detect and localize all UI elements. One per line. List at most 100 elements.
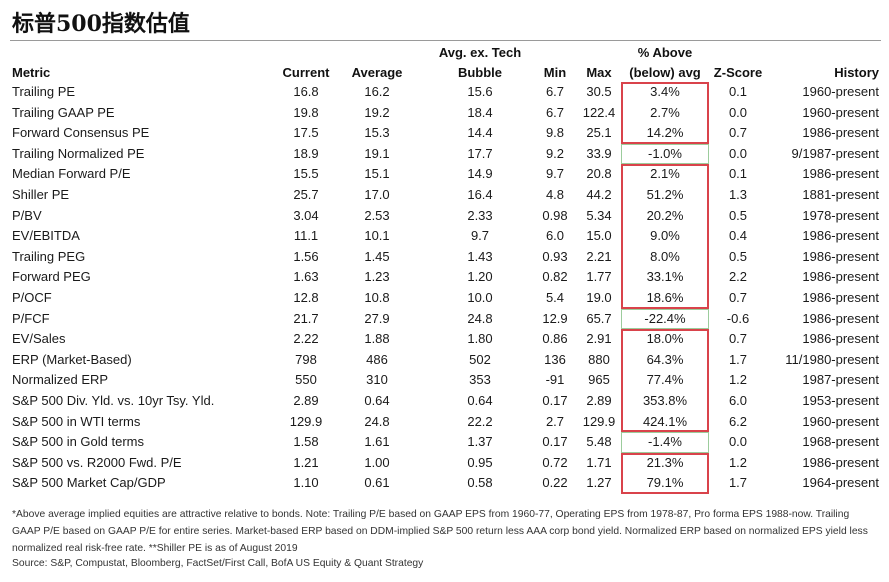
cell-current: 1.10 [293, 475, 319, 491]
cell-min: 0.17 [542, 434, 568, 450]
cell-average: 16.2 [364, 84, 390, 99]
neutral-box-2 [621, 308, 709, 330]
cell-z: 2.2 [728, 269, 748, 285]
cell-above: -1.4% [648, 434, 682, 450]
cell-above: 3.4% [650, 84, 680, 99]
cell-z: -0.6 [726, 310, 750, 326]
cell-current: 17.5 [293, 125, 319, 141]
cell-z: 1.2 [728, 372, 748, 388]
cell-tech: 16.4 [467, 187, 493, 202]
cell-tech: 0.95 [467, 454, 493, 470]
table-row: EV/Sales 2.22 1.88 1.80 0.86 2.91 18.0% 0.7 1986… [0, 328, 889, 349]
cell-min: 0.22 [542, 475, 568, 491]
neutral-box-1 [621, 143, 709, 165]
cell-above: 64.3% [646, 351, 684, 367]
cell-max: 5.48 [586, 434, 612, 450]
cell-average: 310 [366, 372, 388, 388]
cell-tech: 502 [469, 351, 491, 367]
cell-z: 1.3 [728, 187, 748, 202]
cell-average: 1.45 [364, 248, 390, 264]
cell-above: 21.3% [646, 454, 684, 470]
title-divider [10, 40, 881, 41]
cell-z: 0.4 [728, 228, 748, 244]
cell-average: 27.9 [364, 310, 390, 326]
cell-max: 65.7 [586, 310, 612, 326]
cell-average: 24.8 [364, 413, 390, 429]
cell-max: 20.8 [586, 166, 612, 182]
cell-metric: Trailing GAAP PE [12, 104, 115, 120]
cell-above: 8.0% [650, 248, 680, 264]
neutral-box-3 [621, 432, 709, 453]
cell-tech: 1.43 [467, 248, 493, 264]
cell-average: 486 [366, 351, 388, 367]
table-row: Trailing GAAP PE 19.8 19.2 18.4 6.7 122.4 2.7%… [0, 102, 889, 123]
cell-metric: P/OCF [12, 290, 52, 305]
cell-min: 12.9 [542, 310, 568, 326]
cell-min: 6.0 [545, 228, 565, 244]
cell-min: 4.8 [545, 187, 565, 202]
cell-metric: Forward PEG [12, 269, 91, 285]
cell-z: 6.2 [728, 413, 748, 429]
cell-min: 9.7 [545, 166, 565, 182]
cell-metric: S&P 500 in WTI terms [12, 413, 141, 429]
header-z-score: Z-Score [713, 65, 763, 80]
cell-z: 1.2 [728, 454, 748, 470]
page-title: 标普500指数估值 [12, 11, 190, 37]
table-row: S&P 500 Div. Yld. vs. 10yr Tsy. Yld. 2.89… [0, 390, 889, 411]
cell-z: 0.0 [728, 434, 748, 450]
cell-history: 1986-present [802, 331, 879, 347]
cell-tech: 17.7 [467, 145, 493, 161]
highlight-box-4 [621, 452, 709, 494]
table-row: S&P 500 in WTI terms 129.9 24.8 22.2 2.7 129.… [0, 411, 889, 432]
header-above-line1: % Above [637, 45, 693, 60]
cell-current: 1.21 [293, 454, 319, 470]
cell-above: -1.0% [648, 145, 682, 161]
cell-max: 1.77 [586, 269, 612, 285]
cell-z: 6.0 [728, 393, 748, 408]
cell-min: 6.7 [545, 84, 565, 99]
table-row: Trailing PEG 1.56 1.45 1.43 0.93 2.21 8.0% 0.5 1… [0, 246, 889, 267]
cell-metric: Trailing Normalized PE [12, 145, 145, 161]
cell-current: 25.7 [293, 187, 319, 202]
cell-z: 0.5 [728, 207, 748, 223]
cell-history: 1986-present [802, 166, 879, 182]
cell-tech: 14.4 [467, 125, 493, 141]
cell-min: 0.72 [542, 454, 568, 470]
table-row: S&P 500 in Gold terms 1.58 1.61 1.37 0.17 5.4… [0, 431, 889, 452]
cell-history: 1953-present [802, 393, 879, 408]
cell-min: 2.7 [545, 413, 565, 429]
cell-history: 1986-present [802, 454, 879, 470]
cell-average: 10.8 [364, 290, 390, 305]
cell-z: 0.7 [728, 331, 748, 347]
cell-metric: Trailing PE [12, 84, 76, 99]
cell-max: 2.21 [586, 248, 612, 264]
cell-current: 1.63 [293, 269, 319, 285]
cell-z: 0.1 [728, 84, 748, 99]
cell-metric: Median Forward P/E [12, 166, 131, 182]
cell-above: 14.2% [646, 125, 684, 141]
table-row: ERP (Market-Based) 798 486 502 136 880 64.3% 1.… [0, 349, 889, 370]
cell-current: 2.89 [293, 393, 319, 408]
cell-max: 1.27 [586, 475, 612, 491]
table-row: P/BV 3.04 2.53 2.33 0.98 5.34 20.2% 0.5 1978-pre… [0, 205, 889, 226]
table-row: P/OCF 12.8 10.8 10.0 5.4 19.0 18.6% 0.7 1986-pre… [0, 287, 889, 308]
cell-max: 122.4 [582, 104, 616, 120]
cell-max: 25.1 [586, 125, 612, 141]
cell-z: 0.5 [728, 248, 748, 264]
footnote: *Above average implied equities are attr… [12, 509, 868, 554]
cell-history: 1960-present [802, 104, 879, 120]
cell-above: -22.4% [644, 310, 686, 326]
cell-current: 21.7 [293, 310, 319, 326]
highlight-box-3 [621, 329, 709, 433]
cell-above: 79.1% [646, 475, 684, 491]
table-row: Trailing PE 16.8 16.2 15.6 6.7 30.5 3.4% 0.1 196… [0, 81, 889, 102]
header-metric: Metric [12, 65, 51, 80]
header-min: Min [543, 65, 567, 80]
cell-average: 1.88 [364, 331, 390, 347]
cell-history: 11/1980-present [785, 351, 879, 367]
header-tech-line2: Bubble [457, 65, 503, 80]
cell-min: 0.98 [542, 207, 568, 223]
cell-min: 6.7 [545, 104, 565, 120]
cell-history: 1960-present [802, 84, 879, 99]
cell-max: 2.89 [586, 393, 612, 408]
